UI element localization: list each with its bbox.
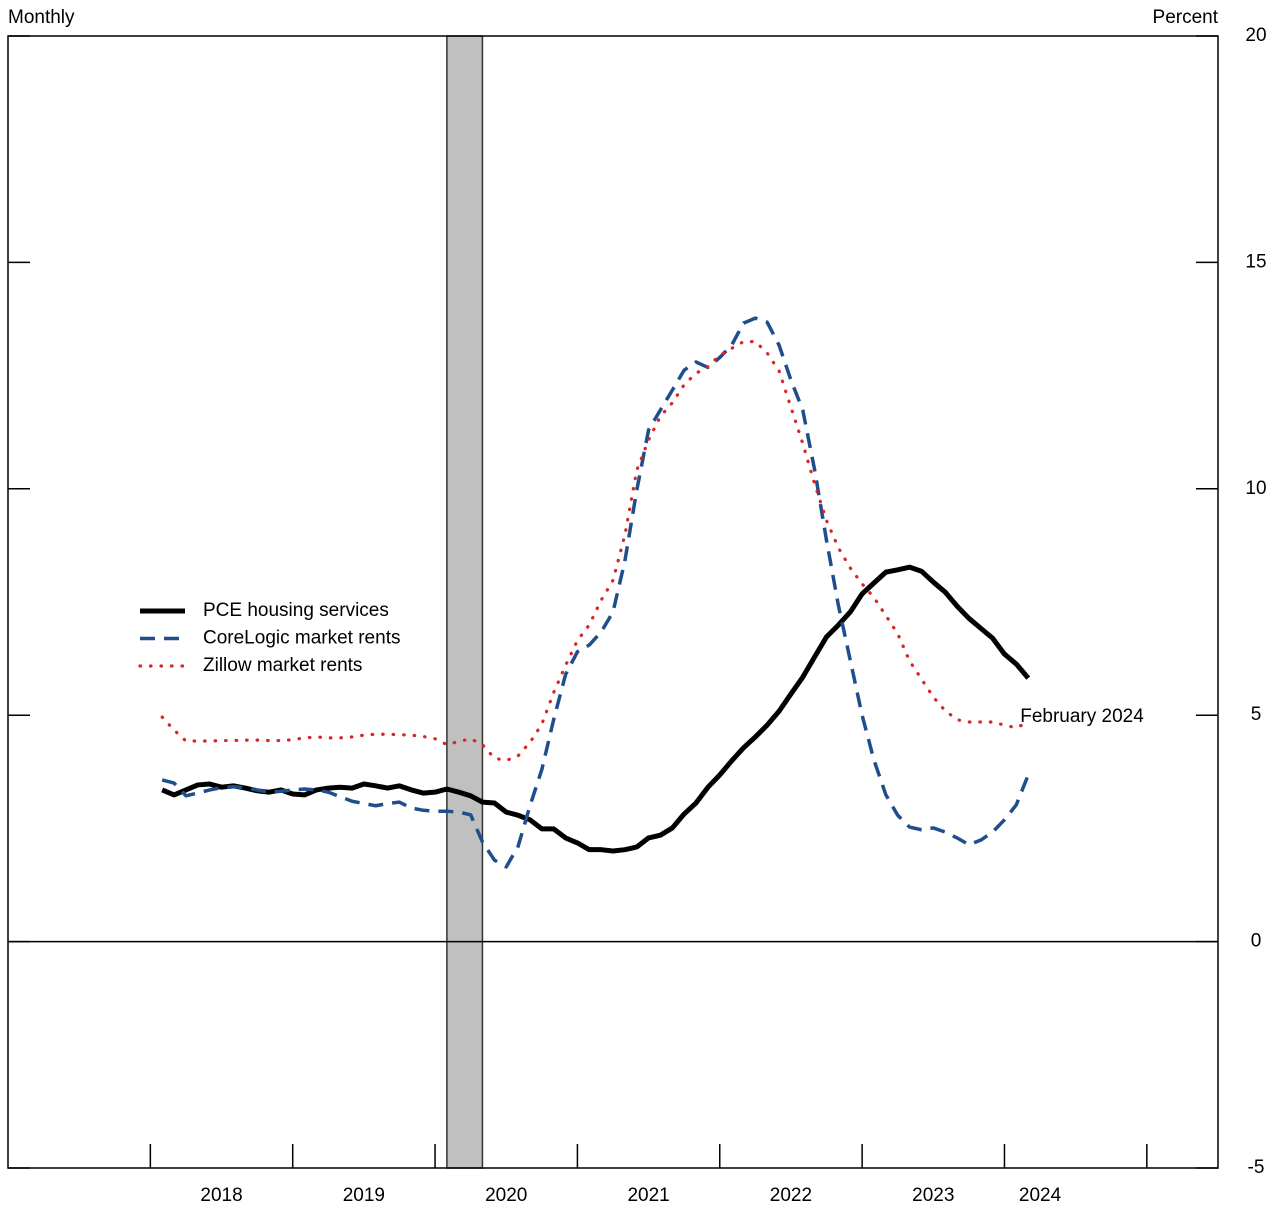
- legend-label: Zillow market rents: [203, 655, 362, 676]
- y-tick-label: 5: [1251, 704, 1262, 725]
- y-tick-label: 10: [1245, 478, 1266, 499]
- series-line: [161, 564, 1031, 854]
- plot-frame: [7, 35, 1219, 1169]
- annotation: February 2024: [1020, 706, 1144, 727]
- x-tick-label: 2020: [485, 1185, 527, 1206]
- x-tick-label: 2023: [912, 1185, 954, 1206]
- right-axis-label: Percent: [1153, 7, 1219, 28]
- y-tick-label: 0: [1251, 931, 1262, 952]
- series-line: [160, 340, 1030, 763]
- y-tick-label: -5: [1248, 1157, 1265, 1178]
- left-axis-label: Monthly: [8, 7, 75, 28]
- y-tick-label: 15: [1245, 251, 1266, 272]
- x-tick-label: 2021: [627, 1185, 669, 1206]
- legend-label: CoreLogic market rents: [203, 628, 400, 649]
- x-tick-label: 2018: [200, 1185, 242, 1206]
- x-tick-label: 2019: [343, 1185, 385, 1206]
- series-line: [161, 316, 1030, 869]
- y-tick-label: 20: [1245, 25, 1266, 46]
- recession-band: [446, 35, 484, 1169]
- x-tick-label: 2024: [1019, 1185, 1062, 1206]
- x-tick-label: 2022: [770, 1185, 812, 1206]
- legend-label: PCE housing services: [203, 600, 389, 621]
